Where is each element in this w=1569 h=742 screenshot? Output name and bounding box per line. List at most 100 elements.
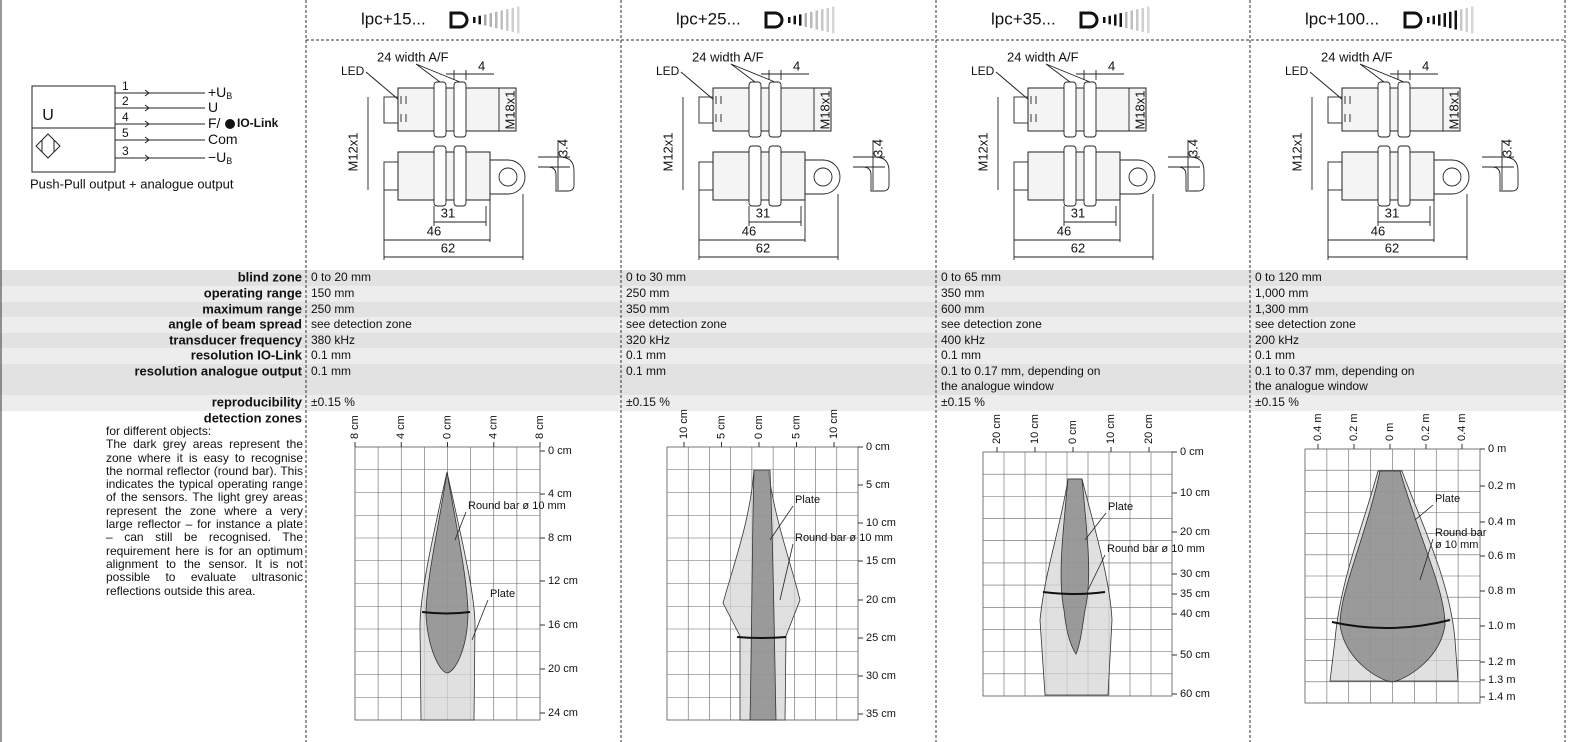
dimension: 31 xyxy=(441,205,455,220)
zone-y-label: 24 cm xyxy=(548,707,578,719)
thread-small: M12x1 xyxy=(975,132,990,171)
zone-x-label: 10 cm xyxy=(678,409,690,439)
spec-label: transducer frequency xyxy=(169,332,303,347)
range-bar xyxy=(1141,7,1144,33)
width-label: 24 width A/F xyxy=(692,49,764,64)
signal-label: U xyxy=(208,99,218,115)
range-bar xyxy=(1449,11,1452,29)
thread-small: M12x1 xyxy=(345,132,360,171)
nut xyxy=(1063,145,1077,207)
nut xyxy=(453,81,467,138)
head-hole xyxy=(1442,167,1462,187)
range-bar xyxy=(788,17,791,23)
dimension: 62 xyxy=(441,240,455,255)
range-icon xyxy=(1403,11,1423,29)
led-label: LED xyxy=(656,64,680,78)
dimension: 62 xyxy=(756,240,770,255)
bracket-label: 3.4 xyxy=(1185,139,1200,157)
zone-y-label: 0 m xyxy=(1488,443,1506,455)
wiring-caption: Push-Pull output + analogue output xyxy=(30,176,234,191)
spec-value: 0.1 mm xyxy=(626,348,666,362)
width-label: 24 width A/F xyxy=(1321,49,1393,64)
dim-line xyxy=(1180,140,1200,190)
zone-y-label: 1.2 m xyxy=(1488,656,1516,668)
zone-y-label: 10 cm xyxy=(866,517,896,529)
zone-y-label: 30 cm xyxy=(1180,568,1210,580)
spec-label: angle of beam spread xyxy=(168,316,302,331)
spec-value: 350 mm xyxy=(941,286,984,300)
pin-arrow xyxy=(144,89,150,97)
nut xyxy=(433,81,447,138)
range-curve xyxy=(421,611,471,615)
dim-ext xyxy=(1327,190,1468,260)
spec-value: 0 to 65 mm xyxy=(941,270,1001,284)
dim-line xyxy=(550,140,570,190)
cylinder xyxy=(1013,96,1029,124)
zone-x-label: 8 cm xyxy=(534,415,546,439)
spec-label: reproducibility xyxy=(212,394,303,409)
io-link-icon xyxy=(225,119,235,129)
spec-value: 150 mm xyxy=(311,286,354,300)
cylinder xyxy=(383,161,399,191)
zone-y-label: 60 cm xyxy=(1180,688,1210,700)
dim-ext xyxy=(1013,190,1154,260)
zone-x-label: 0.4 m xyxy=(1312,413,1324,441)
zone-x-label: 0.2 m xyxy=(1420,413,1432,441)
head xyxy=(489,159,526,195)
plate-label: Plate xyxy=(1435,493,1460,505)
annotation-leader xyxy=(1419,538,1434,581)
zone-y-label: 0.8 m xyxy=(1488,585,1516,597)
dimension: 46 xyxy=(427,223,441,238)
thread-large: M18x1 xyxy=(817,90,832,129)
spec-value: 600 mm xyxy=(941,302,984,316)
box-label: U xyxy=(42,107,54,124)
round-bar-label: Round bar ø 10 mm xyxy=(468,500,566,512)
plate-label: Plate xyxy=(795,494,820,506)
zone-x-label: 20 cm xyxy=(1143,414,1155,444)
range-bar xyxy=(826,7,829,33)
annotation-leader xyxy=(779,543,794,601)
nut xyxy=(768,81,782,138)
range-bar xyxy=(1125,11,1128,29)
bracket-label: 3.4 xyxy=(1499,139,1514,157)
nut xyxy=(748,81,762,138)
range-bar xyxy=(832,6,835,34)
range-bar xyxy=(478,15,481,25)
dim-line xyxy=(1494,140,1514,190)
io-link-logo: IO-Link xyxy=(237,116,279,130)
zone-x-label: 0.2 m xyxy=(1348,413,1360,441)
round-bar-zone xyxy=(1060,478,1090,655)
zone-x-label: 0 cm xyxy=(1067,420,1079,444)
led xyxy=(715,96,722,122)
zone-x-label: 4 cm xyxy=(488,415,500,439)
spec-value: 0.1 to 0.17 mm, depending on xyxy=(941,364,1100,378)
dimension: 46 xyxy=(1057,223,1071,238)
spec-value: 350 mm xyxy=(626,302,669,316)
width-label: 24 width A/F xyxy=(377,49,449,64)
range-bar xyxy=(1460,9,1463,31)
spec-value: 250 mm xyxy=(626,286,669,300)
range-bar xyxy=(484,14,487,26)
row-background xyxy=(0,395,1565,411)
nut xyxy=(748,145,762,207)
signal-text: U xyxy=(208,99,218,115)
cylinder xyxy=(698,96,714,124)
zone-y-label: 4 cm xyxy=(548,488,572,500)
spec-value: 0.1 mm xyxy=(941,348,981,362)
range-bar xyxy=(1454,10,1457,30)
range-bar xyxy=(821,9,824,31)
spec-label: maximum range xyxy=(202,301,302,316)
range-bar xyxy=(1427,17,1430,23)
nut xyxy=(1063,81,1077,138)
range-bar xyxy=(1465,7,1468,33)
sensor-box xyxy=(31,85,116,173)
dim-ext xyxy=(383,190,524,260)
leader xyxy=(365,71,400,101)
range-bar xyxy=(1108,15,1111,25)
range-bar xyxy=(511,7,514,33)
signal-subscript: B xyxy=(226,91,232,101)
nut xyxy=(453,145,467,207)
bracket-label: 3.4 xyxy=(870,139,885,157)
